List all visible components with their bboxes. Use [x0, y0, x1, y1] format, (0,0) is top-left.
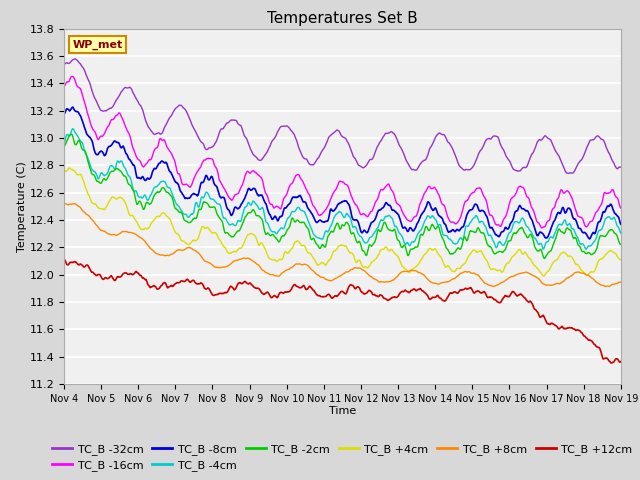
TC_B -32cm: [308, 162, 316, 168]
TC_B -8cm: [586, 236, 593, 242]
TC_B -4cm: [308, 228, 316, 234]
TC_B -32cm: [564, 170, 572, 176]
TC_B +12cm: [60, 256, 68, 262]
TC_B +12cm: [296, 285, 304, 290]
TC_B -16cm: [617, 205, 625, 211]
TC_B +8cm: [617, 279, 625, 285]
TC_B -16cm: [318, 211, 326, 217]
TC_B -32cm: [126, 84, 134, 90]
TC_B -16cm: [68, 73, 76, 79]
TC_B +4cm: [540, 273, 548, 279]
TC_B -2cm: [378, 228, 385, 233]
TC_B -16cm: [60, 84, 68, 89]
TC_B -2cm: [297, 219, 305, 225]
TC_B -16cm: [126, 133, 134, 139]
TC_B -4cm: [126, 174, 134, 180]
TC_B -4cm: [297, 207, 305, 213]
TC_B -4cm: [617, 230, 625, 236]
TC_B -32cm: [60, 61, 68, 67]
TC_B +12cm: [607, 360, 615, 366]
TC_B +8cm: [605, 284, 612, 289]
X-axis label: Time: Time: [329, 407, 356, 417]
TC_B -4cm: [68, 126, 76, 132]
TC_B -8cm: [318, 219, 326, 225]
TC_B +8cm: [296, 261, 304, 267]
TC_B +8cm: [126, 229, 134, 235]
TC_B +8cm: [103, 230, 111, 236]
TC_B +12cm: [617, 359, 625, 364]
Line: TC_B +12cm: TC_B +12cm: [64, 259, 621, 363]
Line: TC_B -2cm: TC_B -2cm: [64, 134, 621, 259]
TC_B -2cm: [68, 132, 76, 137]
TC_B +4cm: [318, 260, 326, 265]
TC_B -8cm: [617, 221, 625, 227]
TC_B +8cm: [377, 279, 385, 285]
TC_B +4cm: [617, 257, 625, 263]
Legend: TC_B -32cm, TC_B -16cm, TC_B -8cm, TC_B -4cm, TC_B -2cm, TC_B +4cm, TC_B +8cm, T: TC_B -32cm, TC_B -16cm, TC_B -8cm, TC_B …: [48, 439, 637, 476]
TC_B -2cm: [104, 176, 111, 181]
TC_B +12cm: [126, 271, 134, 277]
TC_B -8cm: [308, 211, 316, 217]
TC_B -16cm: [538, 225, 545, 231]
Line: TC_B -16cm: TC_B -16cm: [64, 76, 621, 228]
TC_B -2cm: [126, 182, 134, 188]
TC_B -4cm: [60, 140, 68, 146]
TC_B -4cm: [318, 236, 326, 242]
Line: TC_B -32cm: TC_B -32cm: [64, 59, 621, 173]
TC_B +12cm: [103, 276, 111, 281]
TC_B +4cm: [378, 247, 385, 253]
Text: WP_met: WP_met: [72, 39, 123, 50]
TC_B -32cm: [71, 56, 79, 62]
TC_B -2cm: [308, 237, 316, 242]
TC_B +8cm: [318, 275, 326, 280]
TC_B +4cm: [126, 213, 134, 218]
TC_B -2cm: [617, 241, 625, 247]
TC_B -4cm: [378, 217, 385, 223]
Line: TC_B -8cm: TC_B -8cm: [64, 107, 621, 239]
TC_B -4cm: [104, 170, 111, 176]
TC_B -2cm: [540, 256, 548, 262]
TC_B +4cm: [104, 202, 111, 208]
TC_B +4cm: [308, 253, 316, 259]
TC_B -32cm: [378, 137, 385, 143]
TC_B -32cm: [617, 164, 625, 170]
TC_B -16cm: [378, 187, 385, 192]
Title: Temperatures Set B: Temperatures Set B: [267, 11, 418, 26]
TC_B +12cm: [318, 294, 326, 300]
TC_B +4cm: [60, 167, 68, 173]
Y-axis label: Temperature (C): Temperature (C): [17, 161, 27, 252]
Line: TC_B +8cm: TC_B +8cm: [64, 204, 621, 287]
TC_B -8cm: [297, 193, 305, 199]
TC_B -16cm: [104, 124, 111, 130]
TC_B -8cm: [69, 104, 77, 110]
Line: TC_B +4cm: TC_B +4cm: [64, 168, 621, 276]
TC_B -32cm: [318, 148, 326, 154]
TC_B -8cm: [378, 206, 385, 212]
TC_B -8cm: [126, 157, 134, 163]
TC_B -8cm: [60, 111, 68, 117]
TC_B -16cm: [308, 201, 316, 206]
TC_B -8cm: [104, 146, 111, 152]
TC_B -4cm: [540, 246, 547, 252]
TC_B -32cm: [297, 149, 305, 155]
Line: TC_B -4cm: TC_B -4cm: [64, 129, 621, 249]
TC_B +8cm: [308, 267, 316, 273]
TC_B -2cm: [318, 242, 326, 248]
TC_B +12cm: [308, 286, 316, 291]
TC_B -16cm: [297, 176, 305, 181]
TC_B +12cm: [377, 292, 385, 298]
TC_B -2cm: [60, 144, 68, 149]
TC_B -32cm: [104, 107, 111, 113]
TC_B +4cm: [297, 241, 305, 247]
TC_B +4cm: [65, 165, 73, 171]
TC_B +8cm: [60, 201, 68, 206]
